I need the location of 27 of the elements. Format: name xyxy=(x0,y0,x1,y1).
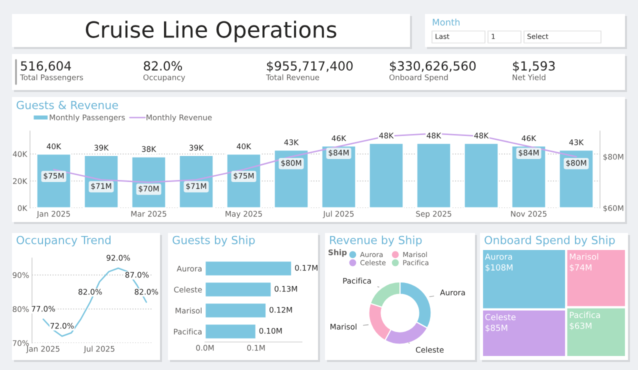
data-label: $108M xyxy=(486,264,512,272)
data-label: $74M xyxy=(570,264,592,272)
data-label: $63M xyxy=(570,322,592,330)
chart-title: Occupancy Trend xyxy=(16,236,111,246)
bar xyxy=(463,142,500,208)
text: $330,626,560 xyxy=(390,60,476,72)
text: $955,717,400 xyxy=(267,60,353,72)
bar xyxy=(416,142,452,208)
text: Onboard Spend by Ship xyxy=(484,236,615,246)
text: $1,593 xyxy=(513,60,555,72)
bar xyxy=(368,142,404,208)
bar xyxy=(205,323,257,340)
text: 516,604 xyxy=(20,61,71,72)
category-label: Celeste xyxy=(485,314,516,320)
bar xyxy=(205,302,267,319)
text: 82.0% xyxy=(144,61,182,71)
bar xyxy=(205,260,292,277)
text: Cruise Line Operations xyxy=(86,20,336,42)
chart-title: Guests & Revenue xyxy=(16,100,118,110)
chart-title: Guests by Ship xyxy=(172,236,255,246)
bar xyxy=(205,281,272,298)
category-label: Marisol xyxy=(570,253,598,260)
chart-title: Revenue by Ship xyxy=(330,236,422,246)
category-label: Aurora xyxy=(484,254,512,260)
data-label: $85M xyxy=(486,324,508,332)
text: Month xyxy=(432,18,460,26)
category-label: Pacifica xyxy=(570,312,600,318)
